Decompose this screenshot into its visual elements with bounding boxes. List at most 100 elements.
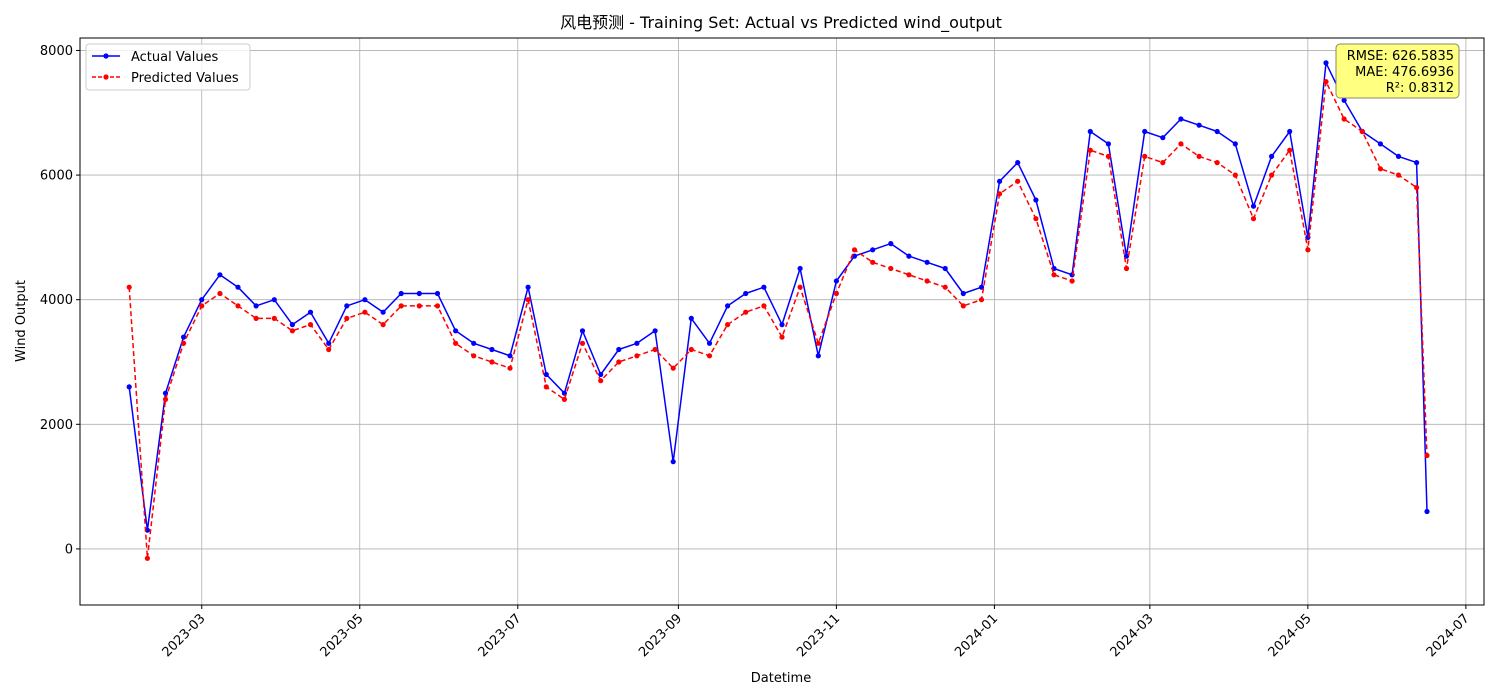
data-point (489, 359, 495, 365)
data-point (1377, 166, 1383, 172)
data-point (1069, 278, 1075, 284)
data-point (833, 290, 840, 297)
data-point (362, 309, 368, 315)
data-point (1287, 128, 1293, 135)
data-point (434, 303, 441, 309)
data-point (942, 284, 948, 290)
data-point (1105, 141, 1111, 147)
y-axis: 0 2000 4000 6000 8000 (40, 44, 80, 557)
data-point (1033, 216, 1039, 222)
data-point (1123, 265, 1130, 272)
data-point (688, 346, 694, 353)
data-point (888, 265, 894, 272)
x-tick-label: 2023-05 (318, 611, 367, 660)
data-point (906, 253, 912, 259)
data-point (507, 365, 513, 371)
plot-frame (79, 37, 1485, 606)
data-point (380, 322, 386, 328)
data-point (398, 290, 404, 297)
data-point (779, 322, 785, 328)
data-point (126, 384, 132, 390)
metrics-box-bg (1335, 43, 1460, 99)
x-tick-label: 2024-07 (1424, 611, 1473, 660)
data-point (616, 359, 622, 365)
data-point (1424, 508, 1430, 515)
data-point (743, 309, 749, 315)
data-point (1377, 141, 1383, 147)
data-point (1087, 128, 1093, 135)
data-point (906, 272, 912, 278)
data-point (126, 284, 132, 290)
metrics-mae: MAE: 476.6936 (1355, 65, 1454, 80)
data-point (924, 278, 930, 284)
data-point (416, 290, 422, 297)
data-point (181, 340, 187, 346)
data-point (162, 396, 169, 402)
data-point (1341, 97, 1347, 103)
data-point (888, 241, 894, 247)
data-point (1142, 153, 1148, 159)
legend: Actual Values Predicted Values (85, 43, 251, 91)
data-point (235, 284, 241, 290)
legend-actual-marker (103, 53, 109, 59)
data-point (997, 178, 1003, 184)
data-point (307, 322, 314, 328)
data-point (235, 303, 241, 309)
data-point (997, 191, 1003, 197)
x-tick-label: 2024-05 (1266, 611, 1315, 660)
data-point (525, 284, 531, 290)
data-point (1395, 153, 1402, 159)
data-point (453, 328, 459, 334)
data-point (489, 346, 495, 353)
chart-title: 风电预测 - Training Set: Actual vs Predicted… (560, 13, 1002, 33)
data-point (725, 303, 731, 309)
data-point (725, 322, 731, 328)
y-tick-label: 6000 (40, 169, 73, 184)
data-point (743, 290, 749, 297)
data-point (616, 346, 622, 353)
data-point (1323, 79, 1329, 85)
data-point (1424, 452, 1430, 459)
data-point (634, 340, 640, 346)
series-actual (126, 60, 1430, 533)
data-point (543, 384, 549, 390)
x-tick-label: 2023-11 (794, 611, 843, 660)
y-tick-label: 4000 (40, 293, 73, 308)
data-point (199, 303, 205, 309)
data-point (453, 340, 459, 346)
x-tick-label: 2023-03 (160, 611, 209, 660)
data-point (344, 303, 350, 309)
metrics-rmse: RMSE: 626.5835 (1347, 49, 1454, 64)
data-point (1341, 116, 1347, 122)
data-point (1323, 60, 1329, 66)
data-point (1015, 160, 1021, 166)
data-point (217, 290, 223, 297)
data-point (1414, 160, 1420, 166)
data-point (362, 297, 368, 303)
data-point (1269, 172, 1275, 178)
data-point (507, 353, 513, 359)
data-point (815, 340, 821, 346)
data-point (289, 322, 295, 328)
data-point (670, 365, 676, 371)
legend-predicted-marker (103, 74, 109, 80)
x-tick-label: 2024-01 (952, 611, 1001, 660)
x-tick-label: 2023-07 (476, 611, 525, 660)
data-point (1250, 216, 1257, 222)
y-axis-label: Wind Output (14, 280, 29, 362)
data-point (761, 303, 767, 309)
x-tick-label: 2023-09 (636, 611, 685, 660)
data-point (307, 309, 314, 315)
data-point (870, 259, 876, 265)
data-point (380, 309, 386, 315)
data-point (416, 303, 422, 309)
data-point (1196, 153, 1202, 159)
data-point (688, 315, 694, 321)
legend-predicted-label: Predicted Values (131, 71, 239, 86)
data-point (706, 340, 713, 346)
data-point (833, 278, 840, 284)
data-point (434, 290, 441, 297)
legend-box (85, 43, 251, 91)
data-point (344, 315, 350, 321)
